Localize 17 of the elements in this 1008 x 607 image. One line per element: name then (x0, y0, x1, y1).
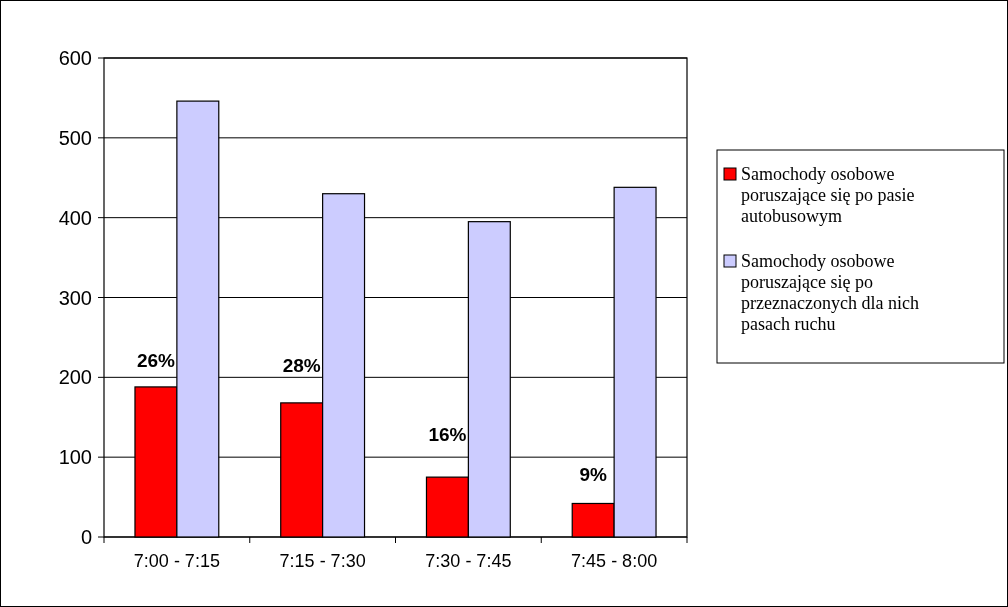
x-tick-label: 7:30 - 7:45 (425, 551, 512, 571)
legend-label: Samochody osobowe poruszające się po przeznaczonych dla nich pasach ruchu (741, 251, 919, 334)
x-tick-label: 7:15 - 7:30 (279, 551, 366, 571)
x-tick-label: 7:45 - 8:00 (571, 551, 658, 571)
y-tick-label: 300 (58, 286, 92, 309)
x-tick-label: 7:00 - 7:15 (133, 551, 220, 571)
y-tick-label: 600 (58, 47, 92, 69)
y-tick-label: 200 (58, 366, 92, 389)
annotation: 28% (282, 355, 321, 377)
legend-label: Samochody osobowe poruszające się po pasie autobusowym (741, 164, 915, 226)
y-tick-label: 400 (58, 206, 92, 229)
annotation: 26% (136, 350, 176, 372)
y-tick-label: 0 (80, 526, 92, 548)
y-tick-label: 500 (58, 126, 92, 149)
annotation: 16% (428, 423, 467, 445)
y-tick-label: 100 (58, 446, 92, 469)
annotation: 9% (579, 464, 608, 486)
